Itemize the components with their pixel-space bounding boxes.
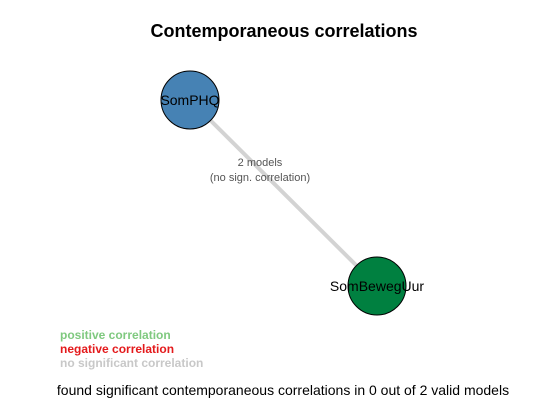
legend-negative-correlation: negative correlation xyxy=(60,342,174,356)
node-somphq-label: SomPHQ xyxy=(160,92,219,108)
legend: positive correlation negative correlatio… xyxy=(60,328,203,370)
node-sombeweguur-circle xyxy=(347,256,407,316)
legend-positive-correlation: positive correlation xyxy=(60,328,171,342)
node-sombeweguur: SomBewegUur xyxy=(330,256,424,316)
node-sombeweguur-label: SomBewegUur xyxy=(330,278,424,294)
footer-summary: found significant contemporaneous correl… xyxy=(57,382,509,398)
legend-no-significant-correlation: no significant correlation xyxy=(60,356,203,370)
diagram-title: Contemporaneous correlations xyxy=(150,21,417,41)
edge-label-models: 2 models xyxy=(238,157,283,169)
node-somphq-circle xyxy=(160,70,220,130)
edge-somphq-sombeweguur xyxy=(188,98,379,288)
edge-label-significance: (no sign. correlation) xyxy=(210,172,310,184)
node-somphq: SomPHQ xyxy=(160,70,220,130)
